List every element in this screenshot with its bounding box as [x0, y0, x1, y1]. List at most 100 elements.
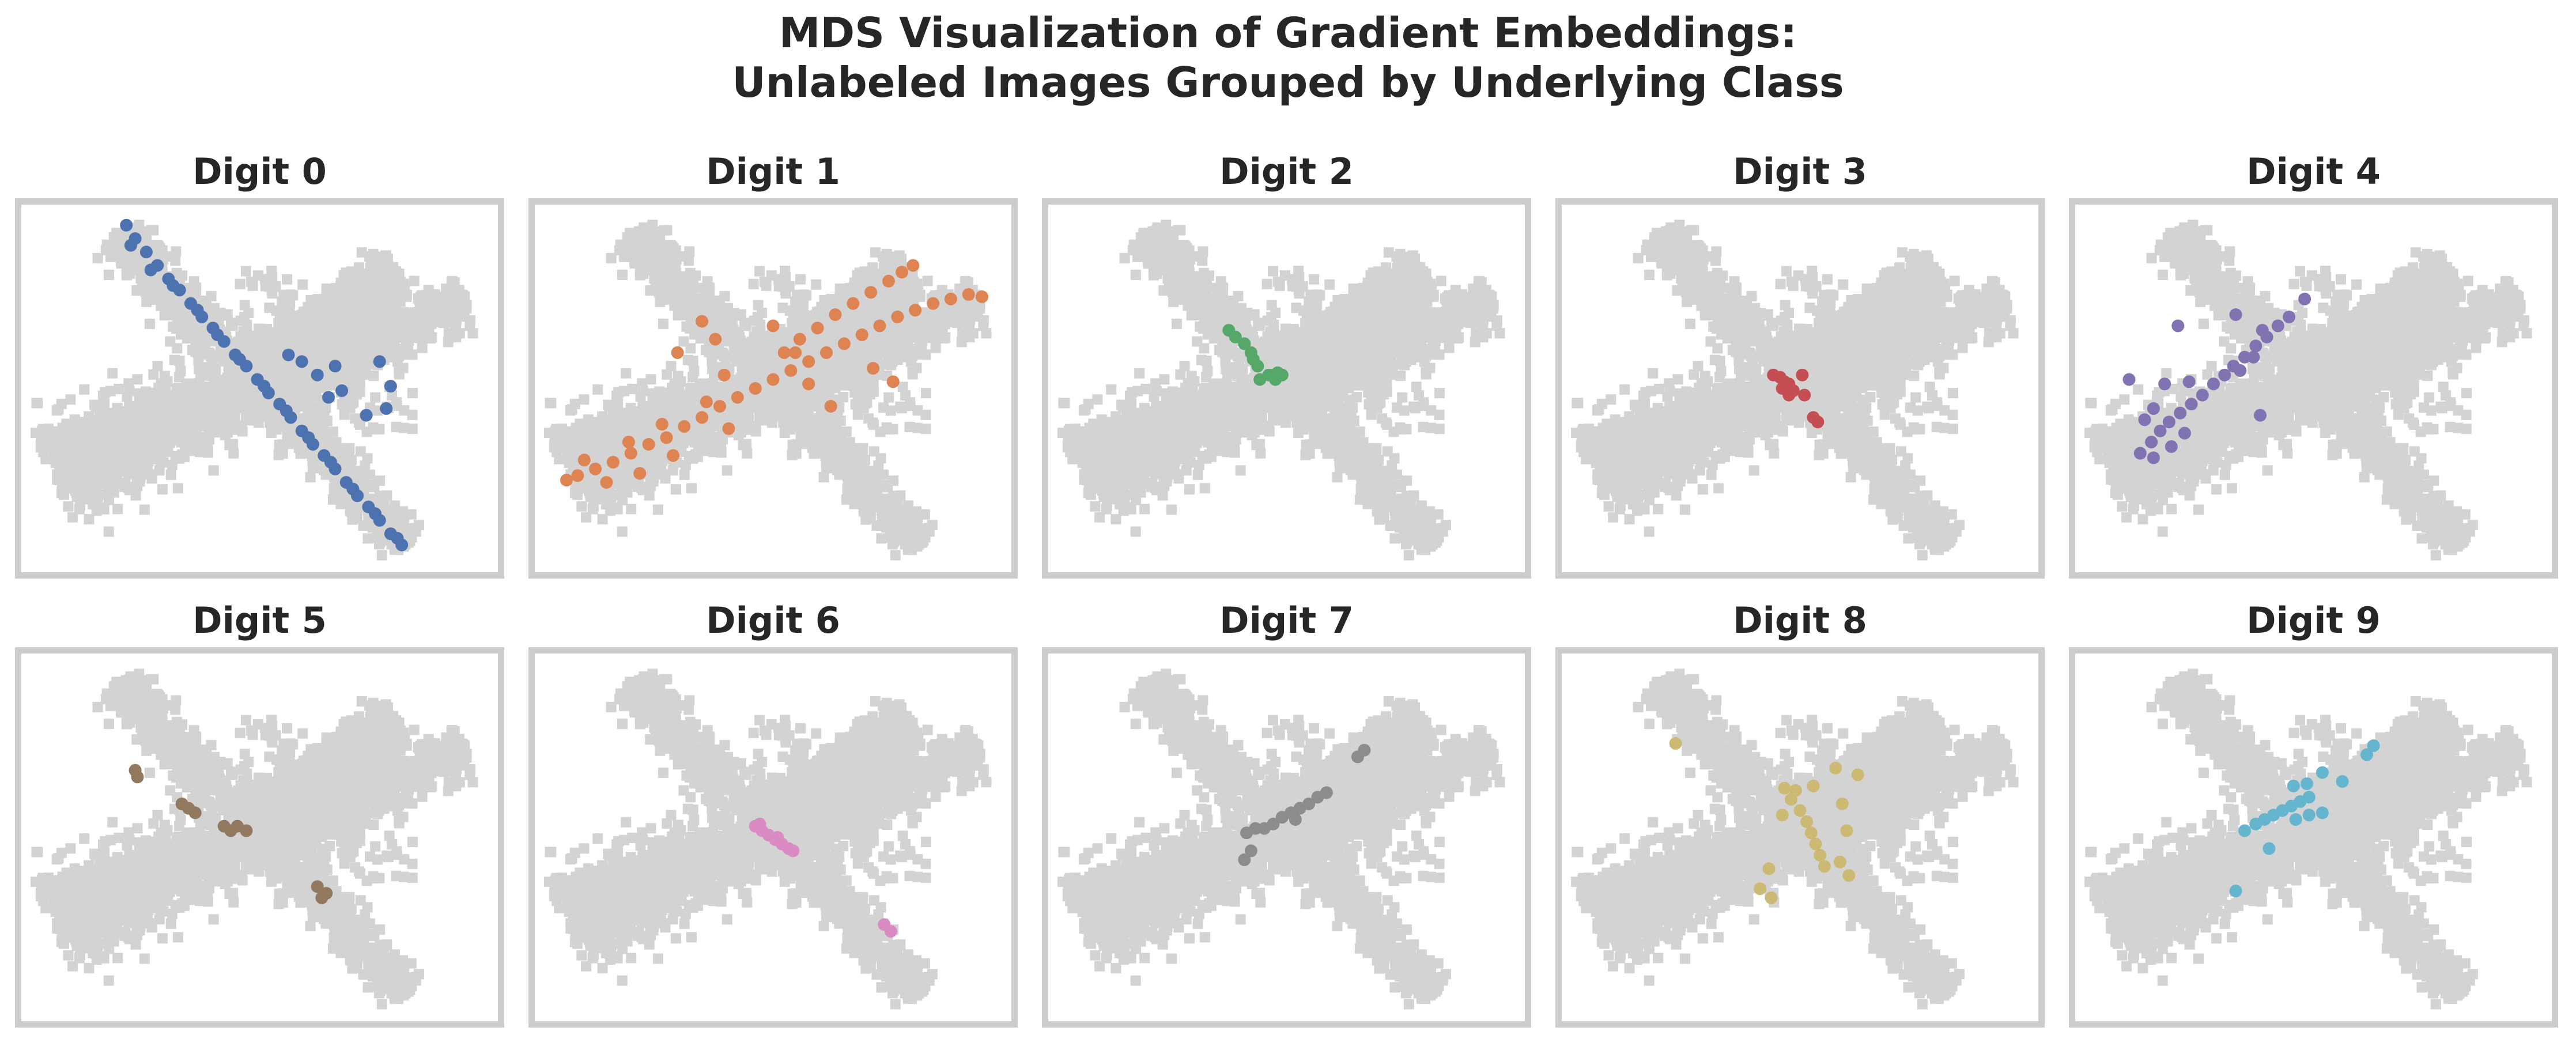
background-point	[182, 311, 192, 322]
background-point	[322, 416, 333, 426]
background-point	[892, 493, 903, 504]
background-point	[208, 398, 218, 409]
background-point	[355, 321, 366, 332]
background-point	[677, 280, 688, 290]
background-point	[138, 406, 149, 417]
background-point	[92, 252, 103, 263]
background-point	[172, 483, 183, 494]
background-point	[134, 388, 145, 399]
background-point	[228, 448, 239, 459]
background-point	[120, 466, 131, 477]
background-point	[779, 427, 790, 438]
background-point	[170, 255, 181, 266]
data-point	[144, 263, 157, 277]
background-point	[154, 250, 165, 261]
background-point	[237, 426, 248, 437]
background-point	[94, 431, 105, 441]
background-point	[648, 254, 659, 265]
background-point	[93, 447, 103, 458]
background-point	[327, 494, 338, 505]
background-point	[344, 443, 355, 454]
background-point	[787, 440, 798, 450]
data-point	[346, 482, 360, 496]
background-point	[74, 500, 85, 511]
background-point	[742, 448, 753, 459]
background-point	[182, 333, 192, 344]
background-point	[198, 420, 209, 431]
background-point	[358, 520, 369, 531]
background-point	[660, 294, 671, 305]
data-point	[282, 348, 295, 361]
background-point	[377, 269, 388, 280]
background-point	[264, 303, 275, 314]
background-point	[882, 482, 893, 493]
background-point	[84, 494, 95, 505]
background-point	[362, 533, 373, 544]
background-point	[289, 392, 300, 403]
background-point	[695, 333, 706, 344]
data-point	[311, 368, 324, 382]
background-point	[100, 387, 111, 398]
background-point	[448, 315, 459, 326]
background-point	[414, 295, 425, 306]
background-point	[301, 317, 312, 328]
background-point	[734, 326, 745, 337]
background-point	[369, 424, 380, 435]
panel-title-digit-1: Digit 1	[528, 149, 1018, 195]
background-point	[71, 427, 82, 438]
background-point	[158, 457, 169, 468]
background-point	[202, 382, 213, 392]
background-point	[824, 444, 834, 455]
background-point	[174, 429, 185, 440]
background-point	[274, 440, 285, 450]
background-point	[301, 380, 312, 391]
scatter-svg-digit-1	[544, 220, 992, 561]
background-point	[282, 274, 292, 285]
background-point	[193, 355, 204, 366]
background-point	[848, 450, 859, 460]
background-point	[245, 276, 256, 287]
data-point	[384, 380, 397, 393]
background-point	[685, 323, 695, 334]
background-point	[273, 450, 284, 460]
background-point	[728, 345, 739, 355]
background-point	[742, 373, 753, 384]
background-point	[409, 523, 419, 534]
background-point	[664, 284, 675, 295]
background-point	[183, 437, 194, 448]
background-point	[175, 365, 186, 376]
background-point	[152, 361, 163, 372]
background-point	[662, 369, 673, 380]
background-point	[658, 318, 668, 329]
background-point	[405, 333, 416, 343]
background-point	[637, 244, 648, 255]
background-point	[115, 415, 126, 426]
background-point	[922, 523, 932, 534]
background-point	[394, 274, 405, 285]
background-point	[124, 485, 135, 496]
panel-digit-0: Digit 0	[15, 150, 504, 579]
background-point	[131, 421, 142, 432]
data-point	[391, 532, 404, 545]
background-point	[629, 258, 640, 269]
background-point	[279, 292, 290, 303]
background-point	[423, 327, 434, 338]
background-point	[922, 275, 933, 286]
background-point	[881, 522, 892, 533]
background-point	[407, 388, 418, 398]
background-point	[266, 427, 277, 438]
background-point	[241, 266, 251, 277]
background-point	[606, 252, 617, 263]
background-point	[700, 345, 711, 356]
figure-title-line-2: Unlabeled Images Grouped by Underlying C…	[0, 58, 2576, 107]
background-point	[111, 444, 122, 455]
background-point	[705, 300, 716, 311]
background-point	[394, 369, 405, 380]
background-point	[398, 517, 409, 528]
background-point	[461, 303, 472, 314]
background-point	[303, 402, 313, 413]
background-point	[154, 465, 165, 476]
data-point	[328, 360, 342, 373]
background-point	[879, 512, 890, 523]
